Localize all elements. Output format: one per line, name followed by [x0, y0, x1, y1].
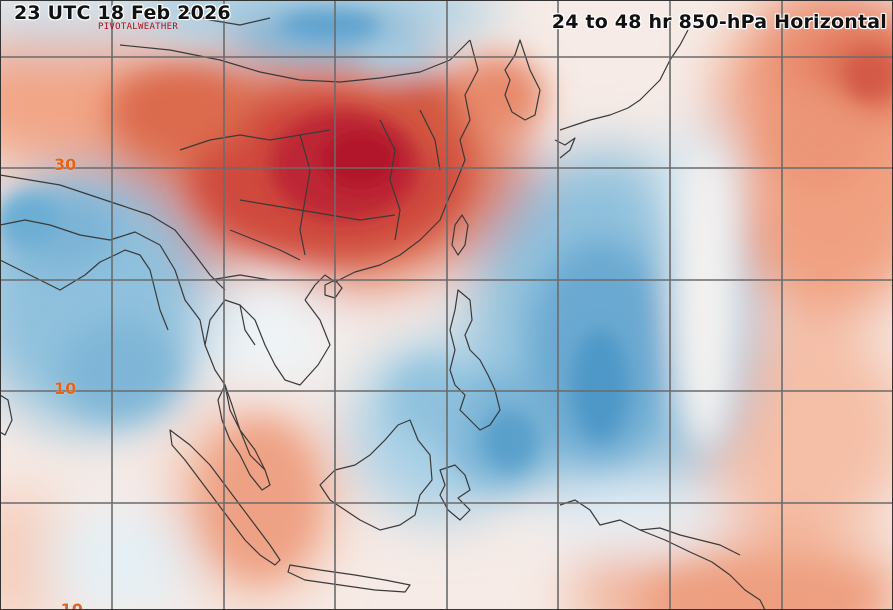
latitude-label-30: 30 [54, 155, 77, 174]
latitude-label-minus-10: -10 [54, 600, 83, 610]
product-title: 24 to 48 hr 850-hPa Horizontal [551, 11, 887, 33]
core-field [0, 11, 893, 470]
coastlines [0, 9, 766, 610]
watermark: PIVOTALWEATHER [98, 22, 179, 32]
latitude-label-10: 10 [54, 379, 77, 398]
valid-time-title: 23 UTC 18 Feb 2026 [14, 2, 231, 24]
